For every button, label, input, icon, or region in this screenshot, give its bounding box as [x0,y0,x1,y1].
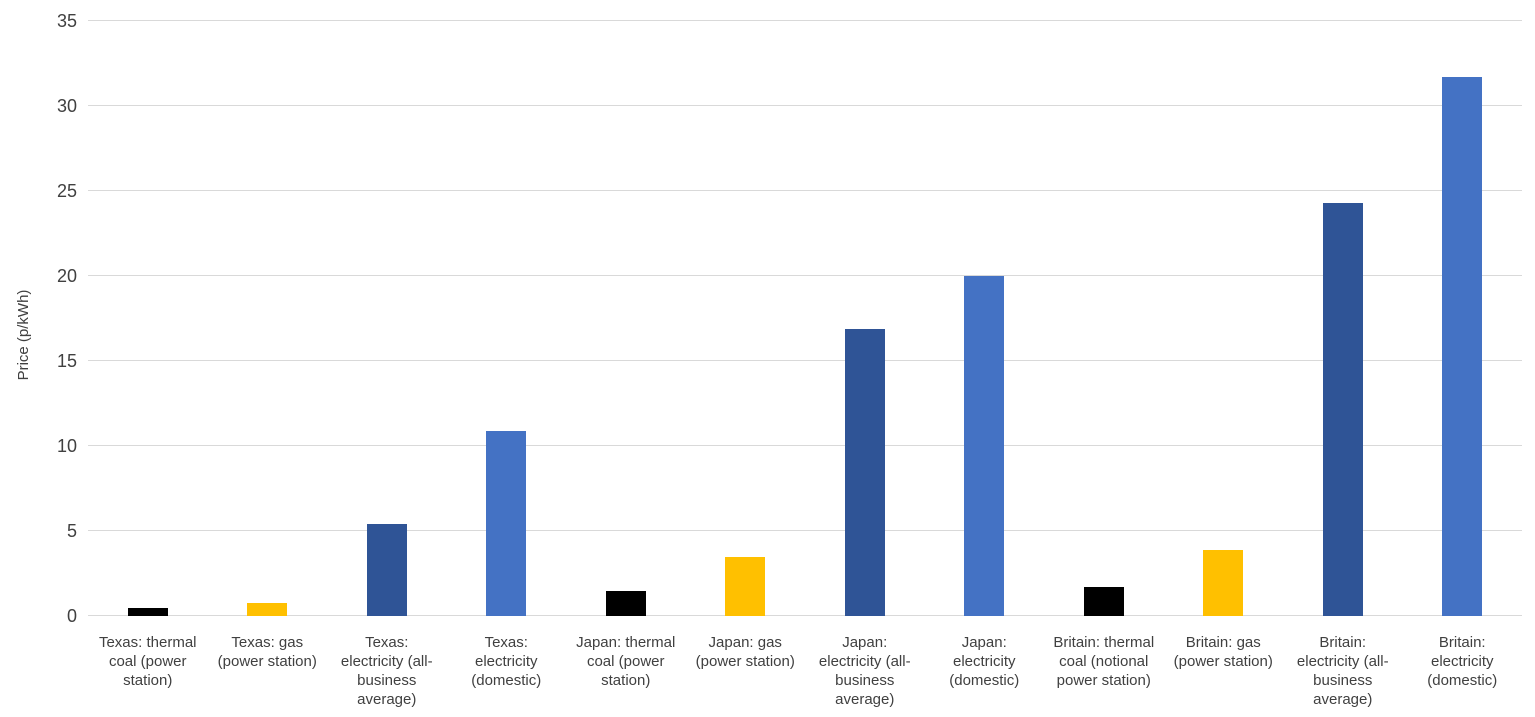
x-axis-label-texas-thermal-coal-power-station: Texas: thermal coal (power station) [98,634,197,689]
gridline-0 [88,615,1522,616]
bar-texas-electricity-domestic [486,430,527,616]
x-axis-label-britain-electricity-all-business-average: Britain: electricity (all- business aver… [1296,634,1389,708]
bar-britain-electricity-domestic [1442,77,1483,616]
gridline-30 [88,105,1522,106]
x-axis-label-britain-thermal-coal-notional-power-station: Britain: thermal coal (notional power st… [1053,634,1155,689]
x-axis-label-texas-electricity-all-business-average: Texas: electricity (all- business averag… [340,634,433,708]
x-axis-label-japan-thermal-coal-power-station: Japan: thermal coal (power station) [576,634,676,689]
bar-japan-thermal-coal-power-station [605,590,646,616]
y-axis-tick-label-0: 0 [66,606,77,626]
gridline-20 [88,275,1522,276]
x-axis-label-japan-electricity-domestic: Japan: electricity (domestic) [949,634,1020,689]
y-axis-tick-label-35: 35 [56,11,77,31]
x-axis-label-texas-electricity-domestic: Texas: electricity (domestic) [471,634,542,689]
y-axis-title: Price (p/kWh) [15,289,32,381]
x-axis-label-texas-gas-power-station: Texas: gas (power station) [217,634,317,670]
y-axis-tick-label-20: 20 [56,266,77,286]
bar-britain-gas-power-station [1203,549,1244,616]
x-axis-label-britain-gas-power-station: Britain: gas (power station) [1173,634,1273,670]
x-axis-label-britain-electricity-domestic: Britain: electricity (domestic) [1427,634,1498,689]
y-axis-tick-label-30: 30 [56,96,77,116]
bar-texas-gas-power-station [247,603,288,616]
y-axis-tick-label-5: 5 [66,521,77,541]
bar-texas-thermal-coal-power-station [127,607,168,616]
bar-britain-electricity-all-business-average [1322,202,1363,616]
y-axis-tick-label-15: 15 [56,351,77,371]
gridline-25 [88,190,1522,191]
bar-japan-electricity-all-business-average [844,328,885,616]
gridline-10 [88,445,1522,446]
bar-texas-electricity-all-business-average [366,524,407,616]
x-axis-label-japan-gas-power-station: Japan: gas (power station) [695,634,795,670]
y-axis-tick-label-25: 25 [56,181,77,201]
x-axis-label-japan-electricity-all-business-average: Japan: electricity (all- business averag… [818,634,911,708]
bar-japan-electricity-domestic [964,276,1005,616]
gridline-15 [88,360,1522,361]
gridline-35 [88,20,1522,21]
y-axis-tick-label-10: 10 [56,436,77,456]
gridline-5 [88,530,1522,531]
bar-japan-gas-power-station [725,556,766,616]
plot-area: Texas: thermal coal (power station) Texas… [88,20,1522,708]
bar-britain-thermal-coal-notional-power-station [1083,587,1124,616]
